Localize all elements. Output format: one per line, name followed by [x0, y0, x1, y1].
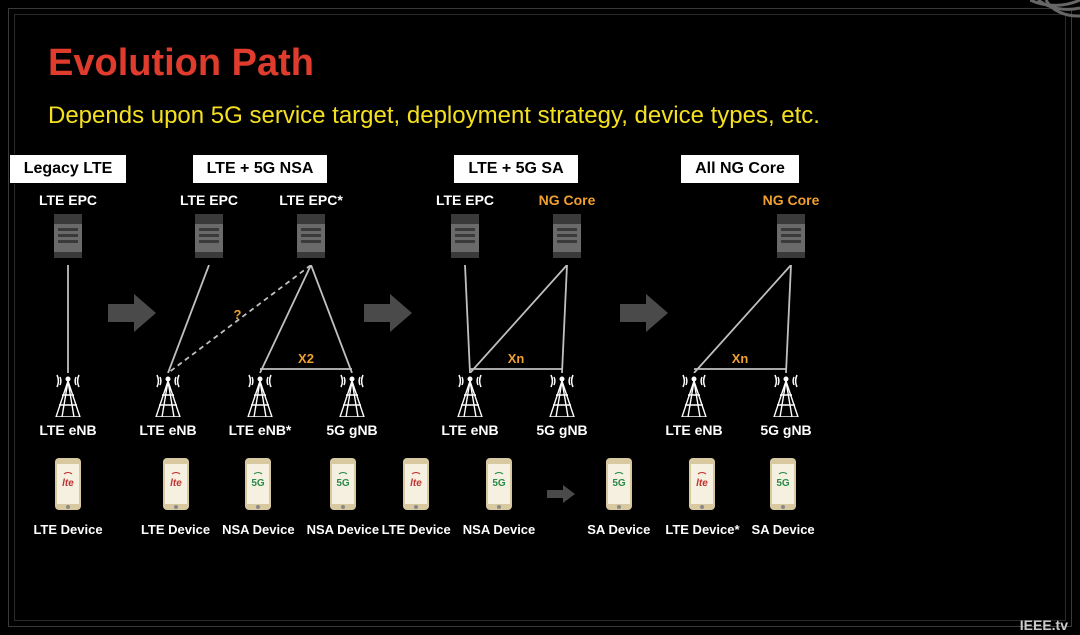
core-label: NG Core — [759, 192, 823, 208]
device-arrow-icon — [547, 485, 575, 503]
svg-text:5G: 5G — [776, 478, 790, 489]
stage-arrow-icon — [108, 294, 156, 332]
server-icon — [773, 212, 809, 260]
tower-icon — [242, 373, 278, 417]
svg-text:5G: 5G — [492, 478, 506, 489]
stage-header: LTE + 5G SA — [453, 154, 578, 184]
stage-arrow-icon — [620, 294, 668, 332]
device-label: SA Device — [587, 522, 650, 537]
watermark: IEEE.tv — [1020, 617, 1068, 633]
tower-label: LTE eNB — [438, 422, 502, 438]
tower-label: LTE eNB — [36, 422, 100, 438]
tower-label: LTE eNB* — [228, 422, 292, 438]
tower-label: 5G gNB — [754, 422, 818, 438]
tower-icon — [676, 373, 712, 417]
stage-header: All NG Core — [680, 154, 800, 184]
corner-arc-icon — [1030, 0, 1080, 40]
server-icon — [447, 212, 483, 260]
link-diagram — [30, 265, 106, 373]
svg-text:lte: lte — [170, 478, 182, 489]
device-label: NSA Device — [222, 522, 295, 537]
server-icon — [191, 212, 227, 260]
server-icon — [549, 212, 585, 260]
tower-label: LTE eNB — [662, 422, 726, 438]
svg-text:5G: 5G — [612, 478, 626, 489]
link-diagram: Xn — [414, 265, 618, 373]
svg-text:?: ? — [234, 307, 242, 322]
tower-label: 5G gNB — [320, 422, 384, 438]
svg-text:lte: lte — [410, 478, 422, 489]
phone-icon: 5G — [484, 456, 514, 512]
core-label: LTE EPC — [177, 192, 241, 208]
phone-icon: lte — [161, 456, 191, 512]
slide-title: Evolution Path — [48, 42, 314, 85]
device-label: LTE Device — [33, 522, 102, 537]
link-diagram: ? X2 — [158, 265, 362, 373]
phone-icon: lte — [53, 456, 83, 512]
core-label: NG Core — [535, 192, 599, 208]
tower-icon — [544, 373, 580, 417]
stage-3: All NG Core NG Core Xn LTE eNB — [670, 154, 810, 537]
svg-text:5G: 5G — [252, 478, 266, 489]
evolution-stages: Legacy LTE LTE EPC LTE eNB lte LTE Devic… — [30, 154, 1050, 537]
phone-icon: 5G — [328, 456, 358, 512]
stage-0: Legacy LTE LTE EPC LTE eNB lte LTE Devic… — [30, 154, 106, 537]
phone-icon: 5G — [768, 456, 798, 512]
server-icon — [50, 212, 86, 260]
server-icon — [293, 212, 329, 260]
svg-text:5G: 5G — [336, 478, 350, 489]
stage-arrow-icon — [364, 294, 412, 332]
tower-label: LTE eNB — [136, 422, 200, 438]
tower-icon — [150, 373, 186, 417]
phone-icon: lte — [401, 456, 431, 512]
tower-icon — [768, 373, 804, 417]
link-diagram: Xn — [670, 265, 810, 373]
svg-text:lte: lte — [697, 478, 709, 489]
tower-icon — [50, 373, 86, 417]
svg-text:X2: X2 — [298, 351, 314, 366]
device-label: LTE Device — [141, 522, 210, 537]
svg-text:Xn: Xn — [732, 351, 749, 366]
tower-label: 5G gNB — [530, 422, 594, 438]
device-label: LTE Device — [382, 522, 451, 537]
phone-icon: lte — [687, 456, 717, 512]
stage-1: LTE + 5G NSA LTE EPC LTE EPC* ? X2 LTE eN… — [158, 154, 362, 537]
slide-subtitle: Depends upon 5G service target, deployme… — [48, 102, 820, 130]
stage-header: LTE + 5G NSA — [192, 154, 329, 184]
core-label: LTE EPC* — [279, 192, 343, 208]
core-label: LTE EPC — [433, 192, 497, 208]
tower-icon — [452, 373, 488, 417]
svg-text:Xn: Xn — [508, 351, 525, 366]
stage-2: LTE + 5G SA LTE EPC NG Core Xn LTE eNB — [414, 154, 618, 537]
device-label: LTE Device* — [665, 522, 739, 537]
stage-header: Legacy LTE — [9, 154, 128, 184]
svg-text:lte: lte — [62, 478, 74, 489]
phone-icon: 5G — [243, 456, 273, 512]
phone-icon: 5G — [604, 456, 634, 512]
tower-icon — [334, 373, 370, 417]
device-label: SA Device — [752, 522, 815, 537]
device-label: NSA Device — [463, 522, 536, 537]
core-label: LTE EPC — [36, 192, 100, 208]
device-label: NSA Device — [307, 522, 380, 537]
